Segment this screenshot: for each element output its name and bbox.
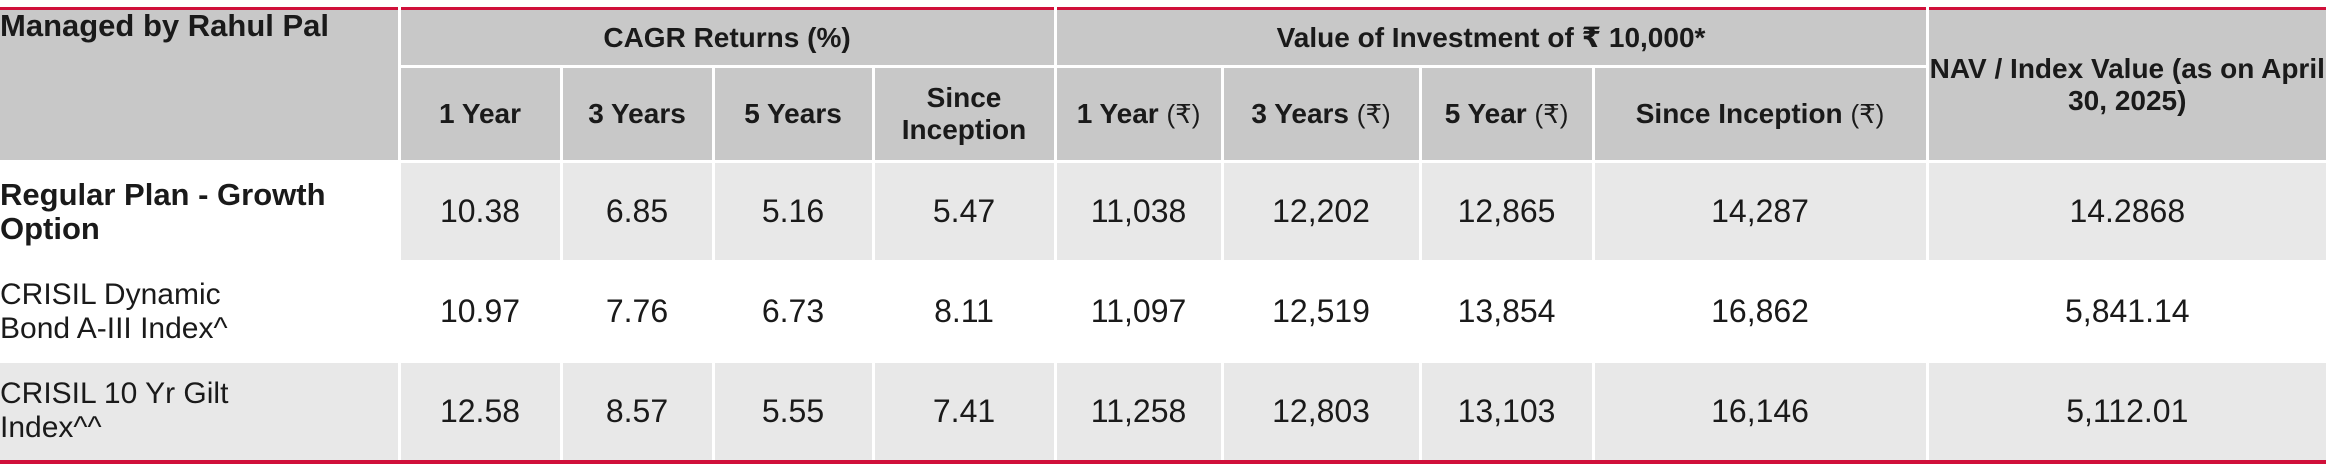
value-col-inception: Since Inception (₹) <box>1591 65 1928 163</box>
cagr-5y-cell: 6.73 <box>711 260 875 363</box>
value-5y-cell: 12,865 <box>1418 160 1595 263</box>
value-col-5y: 5 Year (₹) <box>1418 65 1595 163</box>
table-row-dynamic-bond-index: CRISIL Dynamic Bond A-III Index^ 10.97 7.… <box>0 260 2326 363</box>
header-row-columns: 1 Year 3 Years 5 Years Since Inception 1… <box>0 65 2326 163</box>
value-col-1y-unit: (₹) <box>1166 99 1201 129</box>
row-label-line1: CRISIL Dynamic <box>0 277 221 311</box>
value-1y-cell: 11,038 <box>1053 160 1224 263</box>
cagr-col-5y: 5 Years <box>711 65 875 163</box>
value-col-inception-label: Since Inception <box>1635 98 1843 129</box>
cagr-col-3y: 3 Years <box>559 65 715 163</box>
row-label-line1: CRISIL 10 Yr Gilt <box>0 377 229 411</box>
header-row-groups: Managed by Rahul Pal CAGR Returns (%) Va… <box>0 8 2326 163</box>
table-row-regular-plan: Regular Plan - Growth Option 10.38 6.85 … <box>0 160 2326 263</box>
value-col-1y: 1 Year (₹) <box>1053 65 1224 163</box>
cagr-1y-cell: 10.38 <box>397 160 563 263</box>
value-3y-cell: 12,519 <box>1220 260 1422 363</box>
value-5y-cell: 13,854 <box>1418 260 1595 363</box>
cagr-1y-cell: 12.58 <box>397 360 563 462</box>
nav-cell: 5,841.14 <box>1925 260 2326 363</box>
value-col-1y-label: 1 Year <box>1076 98 1159 129</box>
value-inception-cell: 14,287 <box>1591 160 1929 263</box>
value-3y-cell: 12,803 <box>1220 360 1422 462</box>
managed-by-header: Managed by Rahul Pal <box>0 8 401 163</box>
performance-table: Managed by Rahul Pal CAGR Returns (%) Va… <box>0 7 2326 464</box>
value-col-3y-unit: (₹) <box>1356 99 1391 129</box>
nav-cell: 14.2868 <box>1925 160 2326 263</box>
row-label-line2: Index^^ <box>0 411 102 445</box>
value-3y-cell: 12,202 <box>1220 160 1422 263</box>
value-col-3y-label: 3 Years <box>1251 98 1349 129</box>
cagr-inception-cell: 8.11 <box>871 260 1057 363</box>
value-col-5y-label: 5 Year <box>1444 98 1527 129</box>
cagr-inception-cell: 7.41 <box>871 360 1057 462</box>
cagr-inception-cell: 5.47 <box>871 160 1057 263</box>
value-5y-cell: 13,103 <box>1418 360 1595 462</box>
cagr-5y-cell: 5.55 <box>711 360 875 462</box>
cagr-3y-cell: 8.57 <box>559 360 715 462</box>
cagr-group-header: CAGR Returns (%) <box>397 8 1057 68</box>
value-1y-cell: 11,258 <box>1053 360 1224 462</box>
cagr-1y-cell: 10.97 <box>397 260 563 363</box>
row-label-regular-plan: Regular Plan - Growth Option <box>0 160 401 263</box>
cagr-col-1y: 1 Year <box>399 65 563 163</box>
cagr-5y-cell: 5.16 <box>711 160 875 263</box>
value-inception-cell: 16,146 <box>1591 360 1929 462</box>
value-inception-cell: 16,862 <box>1591 260 1929 363</box>
cagr-col-inception: Since Inception <box>871 65 1057 163</box>
value-1y-cell: 11,097 <box>1053 260 1224 363</box>
cagr-3y-cell: 6.85 <box>559 160 715 263</box>
value-col-3y: 3 Years (₹) <box>1220 65 1422 163</box>
value-col-5y-unit: (₹) <box>1534 99 1569 129</box>
row-label-line2: Bond A-III Index^ <box>0 311 228 345</box>
nav-cell: 5,112.01 <box>1925 360 2326 462</box>
cagr-3y-cell: 7.76 <box>559 260 715 363</box>
value-col-inception-unit: (₹) <box>1850 99 1885 129</box>
table-row-gilt-index: CRISIL 10 Yr Gilt Index^^ 12.58 8.57 5.55… <box>0 360 2326 462</box>
nav-header: NAV / Index Value (as on April 30, 2025) <box>1925 8 2326 163</box>
row-label-gilt-index: CRISIL 10 Yr Gilt Index^^ <box>0 360 401 462</box>
row-label-dynamic-bond-index: CRISIL Dynamic Bond A-III Index^ <box>0 260 401 363</box>
value-group-header: Value of Investment of ₹ 10,000* <box>1053 8 1929 68</box>
